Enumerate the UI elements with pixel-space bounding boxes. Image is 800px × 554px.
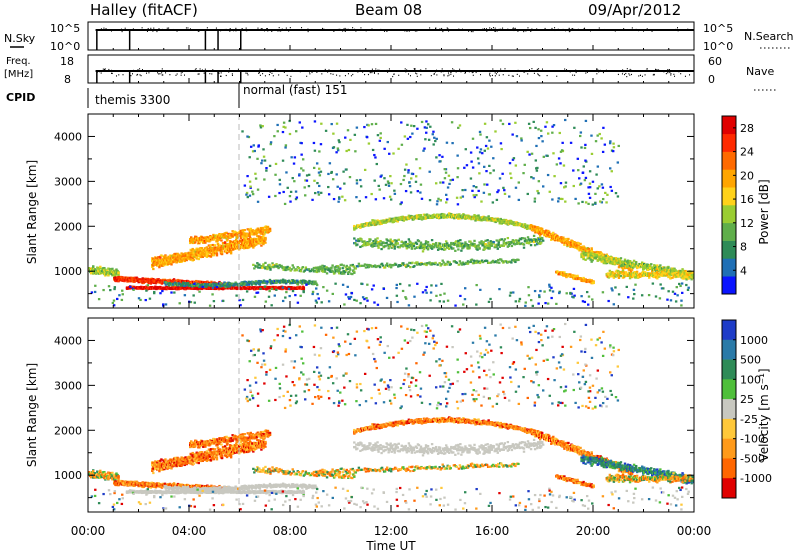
colorbar-cell [722,116,736,135]
power-panel: 1000 2000 3000 4000 Slant Range [km] 4 8 12 16… [25,113,771,309]
freq-label: Freq. [6,56,31,67]
colorbar-cell [722,205,736,224]
colorbar-cell [722,320,736,341]
power-y-axis-label: Slant Range [km] [25,160,39,264]
colorbar-tick-label: 8 [740,241,747,254]
colorbar-cell [722,458,736,479]
y-tick-label: 2000 [54,424,82,437]
cpid-mode-themis: themis 3300 [95,93,170,107]
nsky-panel: N.Sky 10^5 10^0 10^5 10^0 N.Search [4,21,794,83]
nsky-tick-bottom: 10^0 [50,40,80,53]
colorbar-tick-label: 16 [740,193,754,206]
colorbar-tick-label: 12 [740,217,754,230]
colorbar-cell [722,133,736,152]
velocity-colorbar-label: Velocity [m s⁻¹] [757,368,771,461]
velocity-cells [88,322,694,512]
colorbar-cell [722,418,736,439]
colorbar-cell [722,258,736,277]
power-y-ticks: 1000 2000 3000 4000 [54,113,695,308]
freq-trace [95,68,694,83]
freq-panel: Freq. [MHz] 18 8 60 0 Nave [4,54,776,91]
colorbar-tick-label: 24 [740,146,754,159]
colorbar-cell [722,359,736,380]
beam-title: Beam 08 [355,1,422,19]
x-axis-label: Time UT [365,539,416,553]
velocity-y-axis-label: Slant Range [km] [25,363,39,467]
nsky-label: N.Sky [4,32,36,45]
velocity-y-ticks: 1000 2000 3000 4000 [54,317,695,512]
nave-tick-bottom: 0 [708,73,715,86]
colorbar-cell [722,276,736,295]
colorbar-tick-label: -100 [740,433,765,446]
nsearch-tick-bottom: 10^0 [703,40,733,53]
y-tick-label: 3000 [54,175,82,188]
power-colorbar-label: Power [dB] [757,179,771,244]
time-x-ticks: 00:00 04:00 08:00 12:00 16:00 20:00 00:00 [71,524,712,538]
date-title: 09/Apr/2012 [588,1,681,19]
colorbar-cell [722,379,736,400]
cpid-mode-normal: normal (fast) 151 [243,83,347,97]
x-tick-label: 04:00 [172,524,207,538]
power-colorbar: 4 8 12 16 20 24 28 [721,115,754,295]
nave-label: Nave [746,65,774,78]
y-tick-label: 4000 [54,334,82,347]
freq-tick-bottom: 8 [64,73,71,86]
colorbar-tick-label: -500 [740,452,765,465]
velocity-panel: 1000 2000 3000 4000 00:00 04:00 08:00 12:00 16:… [25,317,772,553]
freq-unit-label: [MHz] [4,69,33,80]
cpid-strip: CPID themis 3300 normal (fast) 151 [6,83,347,108]
nsky-tick-top: 10^5 [50,22,80,35]
y-tick-label: 2000 [54,220,82,233]
y-tick-label: 4000 [54,130,82,143]
colorbar-tick-label: 1000 [740,334,768,347]
nave-tick-top: 60 [708,55,722,68]
station-title: Halley (fitACF) [90,1,198,19]
colorbar-tick-label: 20 [740,169,754,182]
x-tick-label: 16:00 [475,524,510,538]
colorbar-cell [722,399,736,420]
y-tick-label: 1000 [54,469,82,482]
x-tick-label: 12:00 [374,524,409,538]
colorbar-cell [722,151,736,170]
colorbar-tick-label: -25 [740,413,758,426]
x-tick-label: 20:00 [576,524,611,538]
freq-tick-top: 18 [60,55,74,68]
colorbar-cell [722,478,736,499]
colorbar-cell [722,169,736,188]
colorbar-tick-label: 100 [740,373,761,386]
x-tick-label: 00:00 [71,524,106,538]
colorbar-cell [722,339,736,360]
power-cells [88,118,694,308]
colorbar-tick-label: 28 [740,122,754,135]
colorbar-cell [722,187,736,206]
nsearch-tick-top: 10^5 [703,22,733,35]
colorbar-cell [722,222,736,241]
colorbar-cell [722,240,736,259]
y-tick-label: 1000 [54,265,82,278]
nsearch-label: N.Search [744,30,794,43]
colorbar-tick-label: -1000 [740,472,772,485]
colorbar-cell [722,438,736,459]
cpid-label: CPID [6,91,35,104]
colorbar-tick-label: 25 [740,393,754,406]
colorbar-tick-label: 500 [740,354,761,367]
velocity-colorbar: 1000 500 100 25 -25 -100 -500 -1000 [721,319,772,499]
x-tick-label: 08:00 [273,524,308,538]
colorbar-tick-label: 4 [740,264,747,277]
x-tick-label: 00:00 [677,524,712,538]
y-tick-label: 3000 [54,379,82,392]
